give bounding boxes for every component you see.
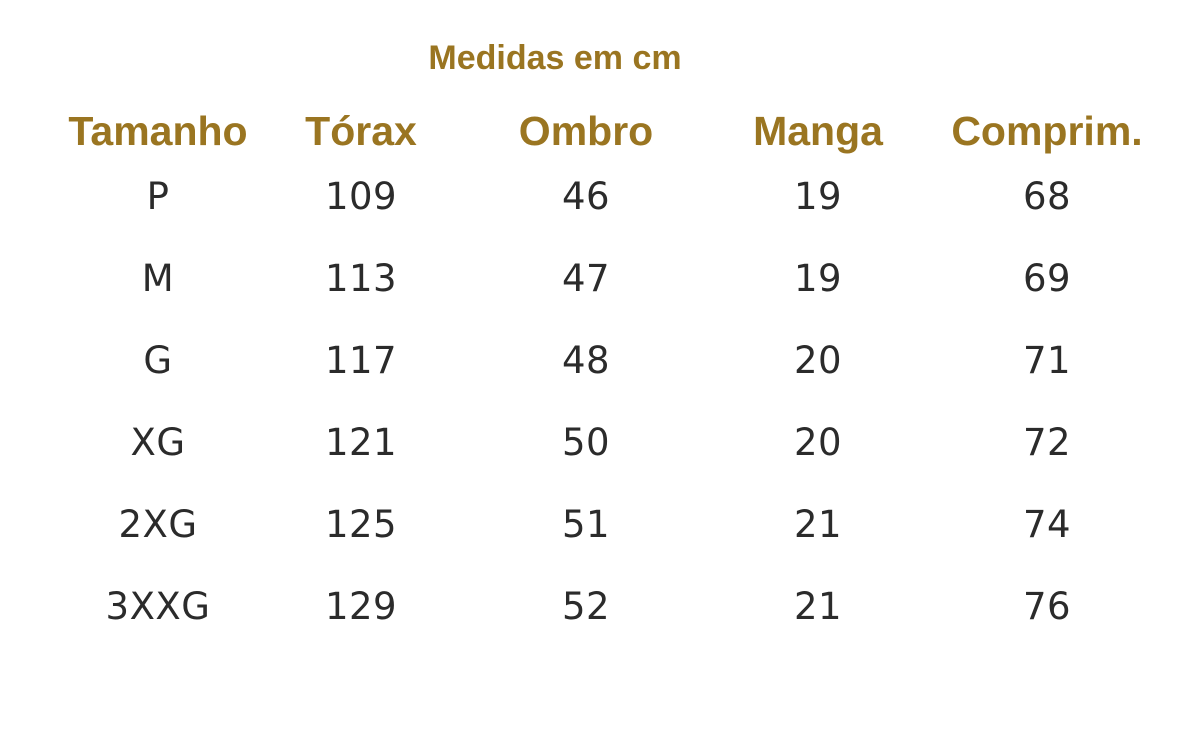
cell-torax: 113 bbox=[324, 257, 398, 300]
cell-comprimento: 74 bbox=[1022, 503, 1072, 546]
cell-comprimento: 69 bbox=[1022, 257, 1072, 300]
cell-ombro: 50 bbox=[561, 421, 611, 464]
cell-size: 3XXG bbox=[105, 585, 211, 628]
header-torax: Tórax bbox=[305, 108, 417, 154]
table-caption: Medidas em cm bbox=[428, 39, 682, 77]
header-tamanho: Tamanho bbox=[68, 108, 248, 154]
cell-ombro: 46 bbox=[561, 175, 611, 218]
cell-size: 2XG bbox=[118, 503, 198, 546]
header-comprimento: Comprim. bbox=[951, 108, 1143, 154]
cell-ombro: 52 bbox=[561, 585, 611, 628]
cell-size: M bbox=[141, 257, 175, 300]
cell-manga: 19 bbox=[793, 257, 843, 300]
cell-size: G bbox=[143, 339, 173, 382]
cell-manga: 20 bbox=[793, 421, 843, 464]
cell-torax: 117 bbox=[324, 339, 398, 382]
header-ombro: Ombro bbox=[518, 108, 654, 154]
cell-comprimento: 72 bbox=[1022, 421, 1072, 464]
cell-manga: 21 bbox=[793, 585, 843, 628]
cell-manga: 20 bbox=[793, 339, 843, 382]
cell-torax: 121 bbox=[324, 421, 398, 464]
cell-size: XG bbox=[130, 421, 186, 464]
cell-torax: 125 bbox=[324, 503, 398, 546]
cell-manga: 21 bbox=[793, 503, 843, 546]
cell-ombro: 47 bbox=[561, 257, 611, 300]
cell-size: P bbox=[146, 175, 170, 218]
cell-comprimento: 76 bbox=[1022, 585, 1072, 628]
cell-manga: 19 bbox=[793, 175, 843, 218]
cell-torax: 129 bbox=[324, 585, 398, 628]
cell-ombro: 48 bbox=[561, 339, 611, 382]
cell-torax: 109 bbox=[324, 175, 398, 218]
cell-comprimento: 71 bbox=[1022, 339, 1072, 382]
cell-ombro: 51 bbox=[561, 503, 611, 546]
header-manga: Manga bbox=[753, 108, 883, 154]
cell-comprimento: 68 bbox=[1022, 175, 1072, 218]
